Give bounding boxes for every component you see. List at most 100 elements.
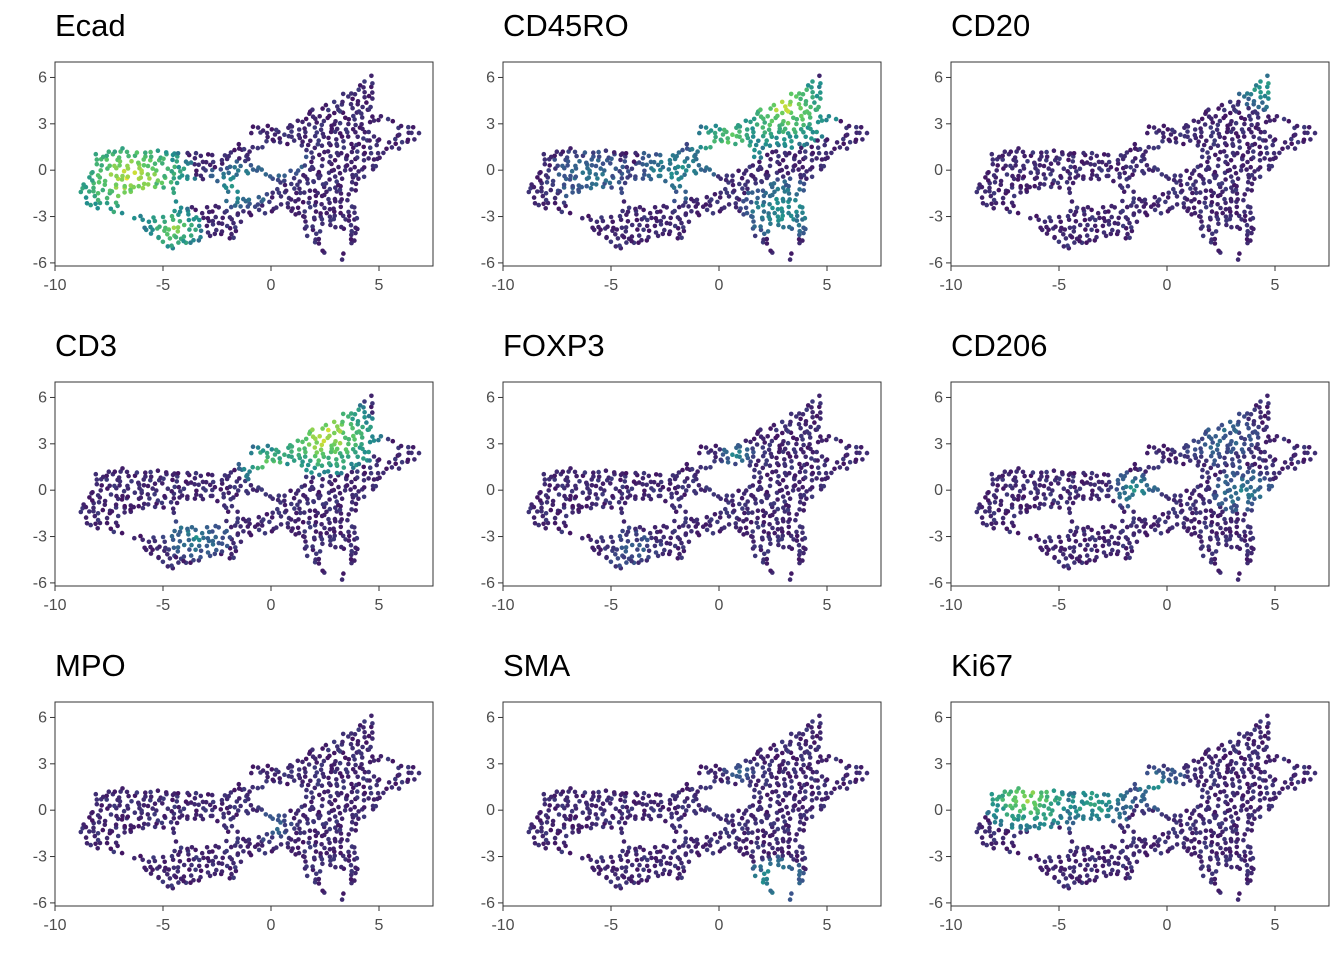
data-point bbox=[136, 160, 141, 166]
data-point bbox=[658, 529, 663, 534]
data-point bbox=[570, 510, 575, 515]
data-point bbox=[201, 855, 206, 861]
data-point bbox=[641, 227, 646, 233]
data-point bbox=[776, 222, 781, 228]
data-point bbox=[81, 502, 86, 507]
data-point bbox=[1212, 561, 1218, 566]
data-point bbox=[703, 145, 709, 151]
data-point bbox=[355, 149, 360, 154]
data-point bbox=[319, 202, 324, 207]
data-point bbox=[1198, 446, 1203, 451]
data-point bbox=[218, 807, 224, 812]
data-point bbox=[609, 185, 614, 190]
data-point bbox=[1199, 474, 1205, 480]
data-point bbox=[312, 125, 318, 130]
data-point bbox=[646, 554, 651, 560]
data-point bbox=[819, 438, 825, 443]
data-point bbox=[1053, 544, 1058, 549]
data-point bbox=[610, 219, 615, 225]
data-point bbox=[1242, 441, 1247, 447]
data-point bbox=[748, 439, 753, 445]
data-point bbox=[155, 468, 161, 473]
data-point bbox=[1012, 475, 1018, 480]
data-point bbox=[1155, 203, 1161, 208]
data-point bbox=[771, 501, 777, 506]
data-point bbox=[369, 84, 374, 90]
data-point bbox=[359, 442, 364, 447]
data-point bbox=[541, 201, 546, 207]
data-point bbox=[1112, 540, 1118, 546]
y-tick-label: 6 bbox=[38, 69, 47, 86]
data-point bbox=[160, 534, 166, 540]
data-point bbox=[990, 477, 996, 482]
data-point bbox=[84, 521, 90, 526]
data-point bbox=[300, 779, 305, 784]
data-point bbox=[1067, 510, 1073, 516]
data-point bbox=[595, 176, 600, 181]
data-point bbox=[245, 491, 251, 496]
data-point bbox=[228, 204, 234, 210]
data-point bbox=[178, 809, 183, 814]
data-point bbox=[736, 197, 742, 202]
data-point bbox=[1151, 125, 1157, 130]
data-point bbox=[233, 865, 238, 870]
data-point bbox=[987, 509, 992, 514]
data-point bbox=[781, 544, 786, 550]
data-point bbox=[338, 191, 344, 196]
data-point bbox=[140, 825, 146, 831]
data-point bbox=[792, 473, 798, 478]
data-point bbox=[155, 498, 161, 503]
data-point bbox=[1196, 439, 1201, 445]
data-point bbox=[809, 158, 815, 163]
data-point bbox=[1271, 150, 1277, 156]
data-point bbox=[187, 547, 192, 552]
data-point bbox=[1166, 510, 1171, 516]
data-point bbox=[1127, 220, 1132, 226]
data-point bbox=[310, 434, 316, 439]
data-point bbox=[818, 434, 823, 439]
data-point bbox=[1044, 551, 1050, 556]
data-point bbox=[608, 559, 614, 565]
data-point bbox=[1242, 529, 1247, 535]
data-point bbox=[564, 155, 570, 160]
data-point bbox=[779, 487, 785, 493]
data-point bbox=[1042, 539, 1048, 545]
data-point bbox=[1256, 104, 1261, 110]
data-point bbox=[333, 439, 338, 444]
data-point bbox=[1003, 163, 1008, 169]
data-point bbox=[224, 208, 229, 214]
data-point bbox=[291, 778, 297, 783]
data-point bbox=[642, 172, 647, 177]
data-point bbox=[1228, 158, 1234, 163]
data-point bbox=[95, 511, 101, 516]
data-point bbox=[698, 487, 704, 492]
data-point bbox=[174, 799, 180, 804]
data-point bbox=[113, 502, 119, 507]
data-point bbox=[290, 526, 295, 531]
data-point bbox=[658, 218, 664, 224]
data-point bbox=[247, 530, 252, 535]
data-point bbox=[991, 493, 997, 498]
data-point bbox=[604, 234, 609, 240]
data-point bbox=[809, 456, 814, 461]
data-point bbox=[321, 438, 327, 444]
data-point bbox=[201, 215, 206, 221]
data-point bbox=[1245, 159, 1250, 165]
data-point bbox=[653, 152, 659, 157]
data-point bbox=[668, 215, 673, 221]
data-point bbox=[626, 205, 632, 211]
data-point bbox=[194, 215, 199, 220]
data-point bbox=[265, 443, 271, 449]
data-point bbox=[1198, 134, 1204, 139]
data-point bbox=[653, 550, 659, 555]
data-point bbox=[143, 474, 148, 479]
data-point bbox=[1012, 155, 1018, 160]
data-point bbox=[148, 224, 153, 230]
data-point bbox=[1032, 183, 1037, 189]
data-point bbox=[763, 142, 769, 147]
data-point bbox=[305, 821, 311, 826]
data-point bbox=[1216, 106, 1221, 111]
data-point bbox=[980, 521, 986, 526]
data-point bbox=[1212, 169, 1218, 175]
data-point bbox=[853, 457, 859, 463]
